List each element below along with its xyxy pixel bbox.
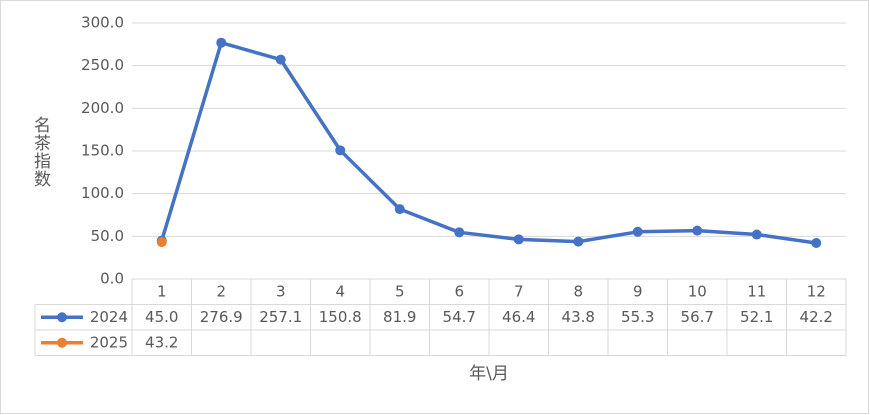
y-tick-label: 300.0 — [81, 14, 124, 32]
y-tick-label: 150.0 — [81, 142, 124, 160]
table-value: 81.9 — [383, 308, 416, 326]
data-point — [811, 237, 822, 248]
y-tick-label: 50.0 — [91, 227, 124, 245]
y-tick-label: 250.0 — [81, 56, 124, 74]
data-point — [692, 225, 703, 236]
legend-label: 2025 — [90, 333, 128, 351]
table-value: 42.2 — [800, 308, 833, 326]
x-tick-label: 12 — [807, 282, 826, 300]
data-point — [632, 226, 643, 237]
x-tick-label: 6 — [454, 282, 464, 300]
x-tick-label: 1 — [157, 282, 167, 300]
x-tick-label: 3 — [276, 282, 286, 300]
x-tick-label: 11 — [747, 282, 766, 300]
data-point — [751, 229, 762, 240]
x-tick-label: 10 — [688, 282, 707, 300]
y-axis-title: 名茶指数 — [30, 116, 51, 188]
table-value: 55.3 — [621, 308, 654, 326]
x-tick-label: 8 — [573, 282, 583, 300]
x-tick-label: 7 — [514, 282, 524, 300]
y-tick-label: 100.0 — [81, 184, 124, 202]
y-tick-label: 0.0 — [100, 270, 124, 288]
data-point — [275, 54, 286, 65]
data-point — [573, 236, 584, 247]
table-value: 43.8 — [562, 308, 595, 326]
table-value: 276.9 — [200, 308, 243, 326]
table-value: 56.7 — [681, 308, 714, 326]
table-value: 150.8 — [319, 308, 362, 326]
table-value: 52.1 — [740, 308, 773, 326]
data-point — [156, 237, 167, 248]
series-line — [160, 40, 817, 245]
data-point — [454, 227, 465, 238]
legend-marker — [57, 337, 67, 348]
table-value: 54.7 — [443, 308, 476, 326]
x-tick-label: 9 — [633, 282, 643, 300]
data-point — [513, 234, 524, 245]
data-point — [216, 37, 227, 48]
legend-label: 2024 — [90, 308, 128, 326]
x-tick-label: 2 — [216, 282, 226, 300]
data-point — [335, 145, 346, 156]
x-tick-label: 5 — [395, 282, 405, 300]
table-value: 45.0 — [145, 308, 178, 326]
data-point — [394, 204, 405, 215]
x-axis-title: 年\月 — [469, 364, 509, 384]
table-value: 257.1 — [259, 308, 302, 326]
legend-marker — [57, 312, 67, 323]
table-value: 43.2 — [145, 333, 178, 351]
y-tick-label: 200.0 — [81, 99, 124, 117]
table-value: 46.4 — [502, 308, 535, 326]
x-tick-label: 4 — [335, 282, 345, 300]
